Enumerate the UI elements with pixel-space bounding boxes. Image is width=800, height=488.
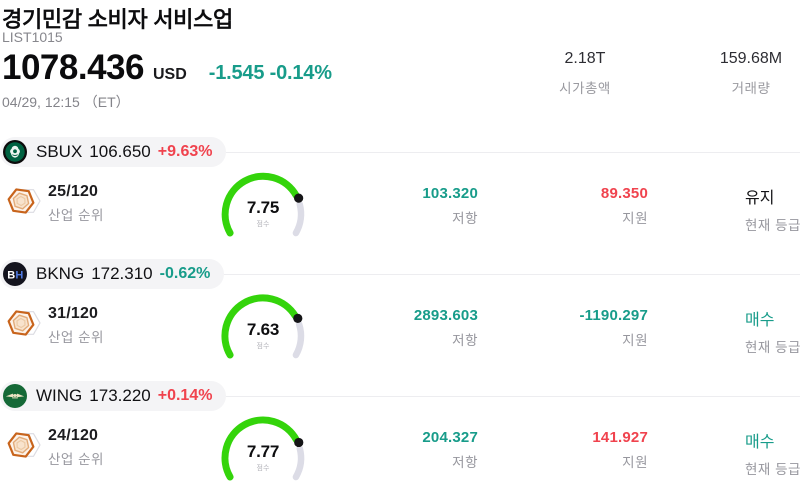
rating-label: 현재 등급 xyxy=(745,218,800,233)
ticker: WING xyxy=(36,386,83,405)
support-label: 지원 xyxy=(622,333,648,348)
stock-change: +9.63% xyxy=(157,143,213,160)
stock-pill-sbux[interactable]: SBUX 106.650 +9.63% xyxy=(0,137,227,167)
score-gauge: 7.63 점수 xyxy=(213,294,313,362)
page-title: 경기민감 소비자 서비스업 xyxy=(2,7,233,32)
rating-col: 유지 현재 등급 xyxy=(745,184,800,234)
support-value: 141.927 xyxy=(592,429,648,446)
index-change: -1.545 -0.14% xyxy=(208,62,332,84)
rank-badge-icon xyxy=(7,310,41,336)
score-value: 7.77 xyxy=(246,442,280,461)
score-value: 7.75 xyxy=(246,198,280,217)
volume-stat: 159.68M 거래량 xyxy=(702,50,800,97)
rating-value: 매수 xyxy=(745,312,775,329)
list-id: LIST1015 xyxy=(2,29,63,45)
industry-rank: 25/120 산업 순위 xyxy=(48,183,104,224)
market-cap-value: 2.18T xyxy=(564,50,606,67)
ticker: BKNG xyxy=(36,264,85,283)
industry-rank: 24/120 산업 순위 xyxy=(48,427,104,468)
stock-price: 172.310 xyxy=(91,264,153,283)
svg-text:H: H xyxy=(15,269,23,281)
section-divider xyxy=(0,396,800,397)
support-label: 지원 xyxy=(622,211,648,226)
market-cap-stat: 2.18T 시가총액 xyxy=(523,50,647,97)
rating-col: 매수 현재 등급 xyxy=(745,428,800,478)
score-gauge-arc xyxy=(221,172,305,237)
rank-badge-icon xyxy=(7,432,41,458)
score-label: 점수 xyxy=(256,221,270,228)
score-gauge: 7.75 점수 xyxy=(213,172,313,240)
wingstop-logo-icon xyxy=(3,384,27,408)
stock-pill-wing[interactable]: WING 173.220 +0.14% xyxy=(0,381,227,411)
resistance-col: 204.327 저항 xyxy=(320,429,478,471)
svg-text:B: B xyxy=(7,269,15,281)
stock-change: -0.62% xyxy=(159,265,211,282)
stock-section-bkng: B H BKNG 172.310 -0.62% 31/120 산업 순위 7.6… xyxy=(0,259,800,364)
index-price: 1078.436 xyxy=(2,48,144,87)
ticker: SBUX xyxy=(36,142,83,161)
resistance-col: 103.320 저항 xyxy=(320,185,478,227)
score-gauge-arc xyxy=(221,416,305,481)
support-value: -1190.297 xyxy=(579,307,648,324)
volume-value: 159.68M xyxy=(719,50,783,67)
quote-datetime: 04/29, 12:15 （ET） xyxy=(2,94,130,110)
resistance-value: 103.320 xyxy=(422,185,478,202)
market-cap-label: 시가총액 xyxy=(559,81,611,96)
rank-value: 25/120 xyxy=(48,183,99,200)
score-label: 점수 xyxy=(256,465,270,472)
rating-label: 현재 등급 xyxy=(745,462,800,477)
support-col: 89.350 지원 xyxy=(500,185,648,227)
score-gauge-arc xyxy=(221,294,305,359)
resistance-col: 2893.603 저항 xyxy=(320,307,478,349)
rank-value: 24/120 xyxy=(48,427,99,444)
stock-price: 173.220 xyxy=(89,386,151,405)
rank-label: 산업 순위 xyxy=(48,208,104,223)
score-value: 7.63 xyxy=(246,320,280,339)
support-col: 141.927 지원 xyxy=(500,429,648,471)
stock-section-wing: WING 173.220 +0.14% 24/120 산업 순위 7.77 점수… xyxy=(0,381,800,486)
stock-price: 106.650 xyxy=(89,142,151,161)
rank-badge-icon xyxy=(7,188,41,214)
stock-change: +0.14% xyxy=(157,387,213,404)
index-price-row: 1078.436 USD -1.545 -0.14% xyxy=(2,48,332,87)
rank-label: 산업 순위 xyxy=(48,330,104,345)
rating-value: 매수 xyxy=(745,434,775,451)
starbucks-logo-icon xyxy=(3,140,27,164)
section-divider xyxy=(0,152,800,153)
resistance-value: 2893.603 xyxy=(413,307,478,324)
rating-col: 매수 현재 등급 xyxy=(745,306,800,356)
currency-label: USD xyxy=(152,66,187,83)
resistance-label: 저항 xyxy=(452,333,478,348)
stock-pill-bkng[interactable]: B H BKNG 172.310 -0.62% xyxy=(0,259,225,289)
resistance-value: 204.327 xyxy=(422,429,478,446)
support-col: -1190.297 지원 xyxy=(500,307,648,349)
section-divider xyxy=(0,274,800,275)
resistance-label: 저항 xyxy=(452,455,478,470)
booking-logo-icon: B H xyxy=(3,262,27,286)
rank-value: 31/120 xyxy=(48,305,99,322)
stock-section-sbux: SBUX 106.650 +9.63% 25/120 산업 순위 7.75 점수… xyxy=(0,137,800,242)
score-gauge: 7.77 점수 xyxy=(213,416,313,484)
score-label: 점수 xyxy=(256,343,270,350)
industry-rank: 31/120 산업 순위 xyxy=(48,305,104,346)
rating-value: 유지 xyxy=(745,190,775,207)
support-value: 89.350 xyxy=(600,185,648,202)
rating-label: 현재 등급 xyxy=(745,340,800,355)
support-label: 지원 xyxy=(622,455,648,470)
volume-label: 거래량 xyxy=(731,81,771,96)
resistance-label: 저항 xyxy=(452,211,478,226)
rank-label: 산업 순위 xyxy=(48,452,104,467)
